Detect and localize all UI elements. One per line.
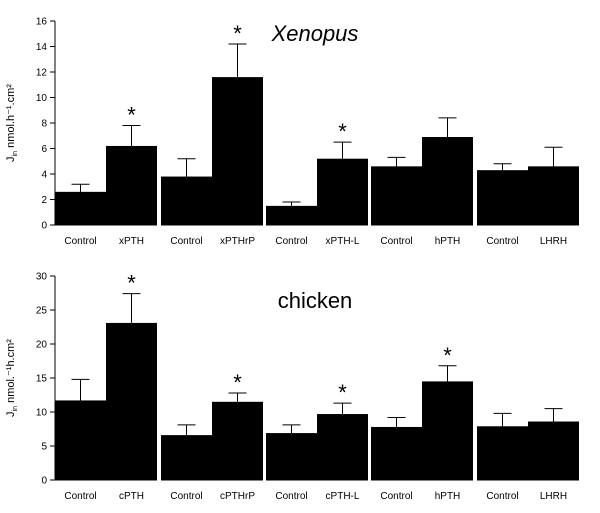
y-axis-label: Jin nmol.h⁻¹.cm² [5, 84, 19, 162]
bar-control [477, 170, 528, 225]
chart-title: chicken [278, 288, 353, 313]
significance-star: * [443, 343, 452, 368]
bar-control [161, 435, 212, 480]
panel-xenopus: 0 2 4 6 8 10 12 14 16 Jin nmol.h⁻¹.cm² Xenopus Cont… [5, 17, 579, 247]
y-tick-label: 16 [36, 17, 48, 28]
significance-star: * [338, 380, 347, 405]
x-tick-label-control: Control [170, 236, 202, 247]
x-tick-label-control: Control [380, 491, 412, 502]
y-tick-label: 15 [36, 374, 48, 385]
x-tick-label-control: Control [486, 491, 518, 502]
x-tick-label-control: Control [275, 236, 307, 247]
x-tick-label-control: Control [275, 491, 307, 502]
y-tick-label: 2 [41, 195, 47, 206]
y-tick-label: 8 [41, 119, 47, 130]
bar-control [161, 176, 212, 225]
x-tick-label-control: Control [486, 236, 518, 247]
bar-control [55, 400, 106, 480]
x-tick-label-control: Control [64, 236, 96, 247]
x-tick-label-cpthrp: cPTHrP [220, 491, 255, 502]
y-tick-label: 20 [36, 340, 48, 351]
bar-cpth-l [317, 414, 368, 480]
y-tick-label: 0 [41, 476, 47, 487]
y-tick-label: 14 [36, 42, 48, 53]
bar-xpth [106, 145, 157, 225]
significance-star: * [338, 119, 347, 144]
chart-title: Xenopus [271, 21, 359, 46]
x-tick-label-cpth-l: cPTH-L [326, 491, 360, 502]
x-tick-label-control: Control [170, 491, 202, 502]
significance-star: * [127, 103, 136, 128]
x-tick-label-xpthrp: xPTHrP [220, 236, 255, 247]
significance-star: * [233, 370, 242, 395]
y-tick-label: 6 [41, 144, 47, 155]
significance-star: * [233, 21, 242, 46]
bar-control [266, 205, 317, 225]
bar-control [371, 166, 422, 225]
bar-cpthrp [212, 401, 263, 480]
bar-lhrh [528, 166, 579, 225]
y-tick-label: 0 [41, 221, 47, 232]
bar-hpth [422, 137, 473, 225]
y-tick-label: 10 [36, 408, 48, 419]
y-tick-label: 10 [36, 93, 48, 104]
panel-chicken: 0 5 10 15 20 25 30 Jin nmol.⁻¹h.cm² chicken Contr… [5, 271, 579, 502]
x-tick-label-cpth: cPTH [119, 491, 144, 502]
bar-cpth [106, 322, 157, 480]
x-tick-label-control: Control [64, 491, 96, 502]
x-tick-label-hpth: hPTH [435, 236, 461, 247]
x-tick-label-hpth: hPTH [435, 491, 461, 502]
bar-xpthrp [212, 77, 263, 225]
bar-xpth-l [317, 158, 368, 225]
y-tick-label: 12 [36, 68, 48, 79]
x-tick-label-xpth: xPTH [119, 236, 144, 247]
bar-control [266, 433, 317, 480]
y-tick-label: 5 [41, 442, 47, 453]
x-tick-label-control: Control [380, 236, 412, 247]
bar-control [371, 426, 422, 480]
x-tick-label-lhrh: LHRH [540, 236, 567, 247]
bar-control [55, 191, 106, 225]
y-tick-label: 4 [41, 170, 47, 181]
y-tick-label: 30 [36, 272, 48, 283]
significance-star: * [127, 271, 136, 296]
x-tick-label-xpth-l: xPTH-L [326, 236, 360, 247]
bar-hpth [422, 381, 473, 480]
y-tick-label: 25 [36, 306, 48, 317]
bar-control [477, 426, 528, 480]
bar-lhrh [528, 421, 579, 480]
y-axis-label: Jin nmol.⁻¹h.cm² [5, 339, 19, 417]
x-tick-label-lhrh: LHRH [540, 491, 567, 502]
